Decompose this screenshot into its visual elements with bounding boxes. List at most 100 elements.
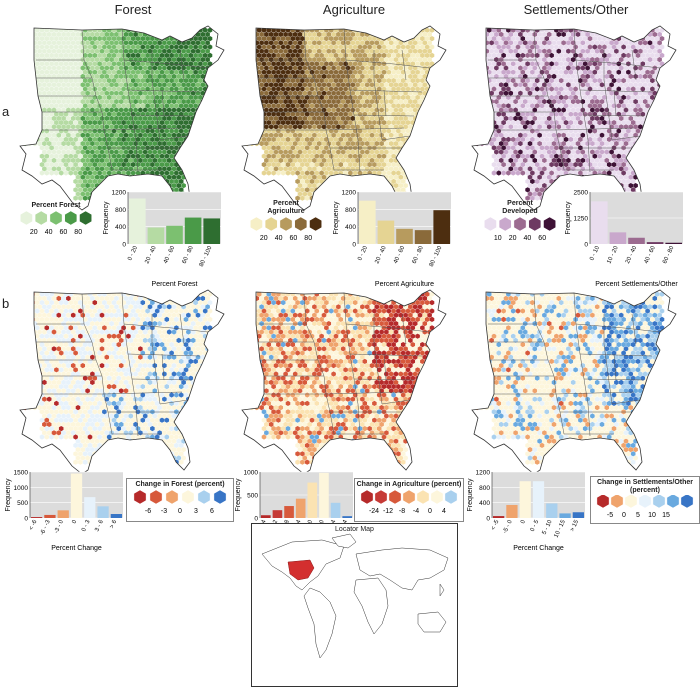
- bar: [532, 481, 545, 518]
- legend-swatch: [149, 489, 163, 505]
- bar: [342, 516, 352, 518]
- legend-tick-label: 20: [260, 235, 268, 242]
- bar: [203, 218, 220, 244]
- legend-tick-label: -4: [413, 508, 419, 515]
- y-tick-label: 400: [115, 224, 126, 231]
- bar: [377, 220, 395, 244]
- bar: [330, 502, 341, 518]
- legend-swatch: [652, 493, 666, 509]
- legend-tick-label: 10: [648, 512, 656, 519]
- y-axis-label: Frequency: [5, 478, 12, 512]
- legend-swatch: [484, 216, 497, 232]
- x-tick-label: 60 - 80: [412, 245, 426, 265]
- bar: [110, 514, 122, 518]
- legend-swatch: [309, 216, 322, 232]
- landmass: [303, 587, 337, 659]
- y-tick-label: 500: [17, 500, 28, 507]
- legend-swatch: [666, 493, 680, 509]
- x-tick-label: 0 - 5: [530, 519, 541, 533]
- legend-swatch: [430, 489, 444, 505]
- legend-swatch: [624, 493, 638, 509]
- legend-change-forest: Change in Forest (percent) -6 -3 0 3 6: [126, 478, 234, 522]
- column-title-forest: Forest: [114, 2, 152, 17]
- study-area-highlight: [287, 559, 315, 581]
- x-tick-label: 80 - 100: [199, 245, 214, 268]
- legend-tick-label: 4: [442, 508, 446, 515]
- legend-title: Change in Agriculture (percent): [356, 481, 462, 488]
- legend-tick-label: -3: [161, 508, 167, 515]
- x-tick-label: 60 - 80: [662, 245, 676, 265]
- legend-swatch: [133, 489, 147, 505]
- x-axis-label: Percent Settlements/Other: [595, 281, 678, 288]
- y-tick-label: 400: [479, 500, 490, 507]
- bar: [396, 228, 413, 244]
- legend-tick-label: 60: [60, 229, 68, 236]
- y-tick-label: 800: [345, 207, 356, 214]
- legend-tick-label: 80: [304, 235, 312, 242]
- locator-map-title: Locator Map: [335, 526, 374, 533]
- y-tick-label: 400: [345, 224, 356, 231]
- x-axis-label: Percent Forest: [152, 281, 198, 288]
- map-settlements-percent: [460, 16, 682, 212]
- y-tick-label: 0: [352, 242, 356, 249]
- legend-swatch: [64, 210, 78, 226]
- bar: [284, 506, 294, 518]
- bar: [591, 201, 608, 244]
- y-tick-label: 1200: [112, 190, 127, 197]
- bar: [184, 217, 202, 244]
- legend-swatch: [264, 216, 278, 232]
- bar: [272, 510, 283, 518]
- landmass: [439, 583, 445, 597]
- landmass: [417, 611, 447, 633]
- locator-map: Locator Map: [251, 523, 458, 687]
- y-tick-label: 800: [479, 485, 490, 492]
- map-agriculture-percent: [230, 16, 452, 212]
- bar: [646, 242, 664, 244]
- landmass: [355, 547, 449, 591]
- bar: [506, 504, 518, 518]
- legend-percent-forest: Percent Forest 20 40 60 80: [14, 202, 98, 245]
- x-tick-label: 0 - 10: [589, 245, 601, 262]
- x-tick-label: < -5: [491, 519, 501, 532]
- x-tick-label: > 15: [570, 519, 581, 533]
- x-tick-label: < -6: [29, 519, 39, 532]
- y-tick-label: 0: [584, 242, 588, 249]
- legend-tick-label: -6: [145, 508, 151, 515]
- legend-tick-label: 5: [636, 512, 640, 519]
- x-tick-label: 80 - 100: [429, 245, 444, 268]
- legend-swatch: [165, 489, 179, 505]
- map-forest-percent: [8, 16, 230, 212]
- bar: [665, 242, 682, 244]
- legend-tick-label: 10: [494, 235, 502, 242]
- y-tick-label: 0: [254, 516, 258, 523]
- legend-swatch: [402, 489, 416, 505]
- x-tick-label: 20 - 40: [625, 245, 639, 265]
- y-tick-label: 1500: [14, 470, 29, 477]
- legend-swatch: [374, 489, 388, 505]
- legend-swatch: [213, 489, 227, 505]
- x-tick-label: -5 - 0: [502, 519, 514, 535]
- bar: [319, 472, 329, 518]
- legend-swatch: [181, 489, 195, 505]
- histogram-settlements-percent: 0 1250 2500 0 - 10 10 - 20 20 - 40 40 - 60 60 -…: [562, 188, 687, 293]
- x-tick-label: 10 - 15: [554, 519, 568, 539]
- legend-swatch: [49, 210, 63, 226]
- legend-title: Percent Developed: [502, 200, 538, 215]
- legend-swatch: [416, 489, 430, 505]
- bar: [31, 517, 43, 518]
- landmass: [353, 577, 389, 635]
- map-settlements-change: [460, 280, 682, 476]
- bar: [572, 512, 584, 518]
- x-tick-label: > 6: [109, 519, 118, 530]
- legend-tick-label: -8: [399, 508, 405, 515]
- legend-change-settlements: Change in Settlements/Other (percent) -5…: [590, 476, 700, 524]
- x-tick-label: 20 - 40: [144, 245, 158, 265]
- x-tick-label: 3 - 6: [94, 519, 105, 533]
- legend-swatch: [610, 493, 624, 509]
- bar: [559, 513, 571, 518]
- row-label-a: a: [2, 104, 10, 119]
- bar: [519, 481, 531, 518]
- legend-swatch: [250, 216, 263, 232]
- y-axis-label: Frequency: [333, 201, 340, 235]
- legend-tick-label: 0: [178, 508, 182, 515]
